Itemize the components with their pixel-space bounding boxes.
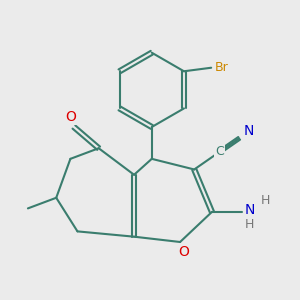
Text: O: O xyxy=(178,245,189,259)
Text: Br: Br xyxy=(215,61,229,74)
Text: O: O xyxy=(66,110,76,124)
Text: C: C xyxy=(215,145,224,158)
Text: H: H xyxy=(245,218,254,231)
Text: N: N xyxy=(244,203,255,217)
Text: N: N xyxy=(244,124,254,138)
Text: H: H xyxy=(260,194,270,207)
